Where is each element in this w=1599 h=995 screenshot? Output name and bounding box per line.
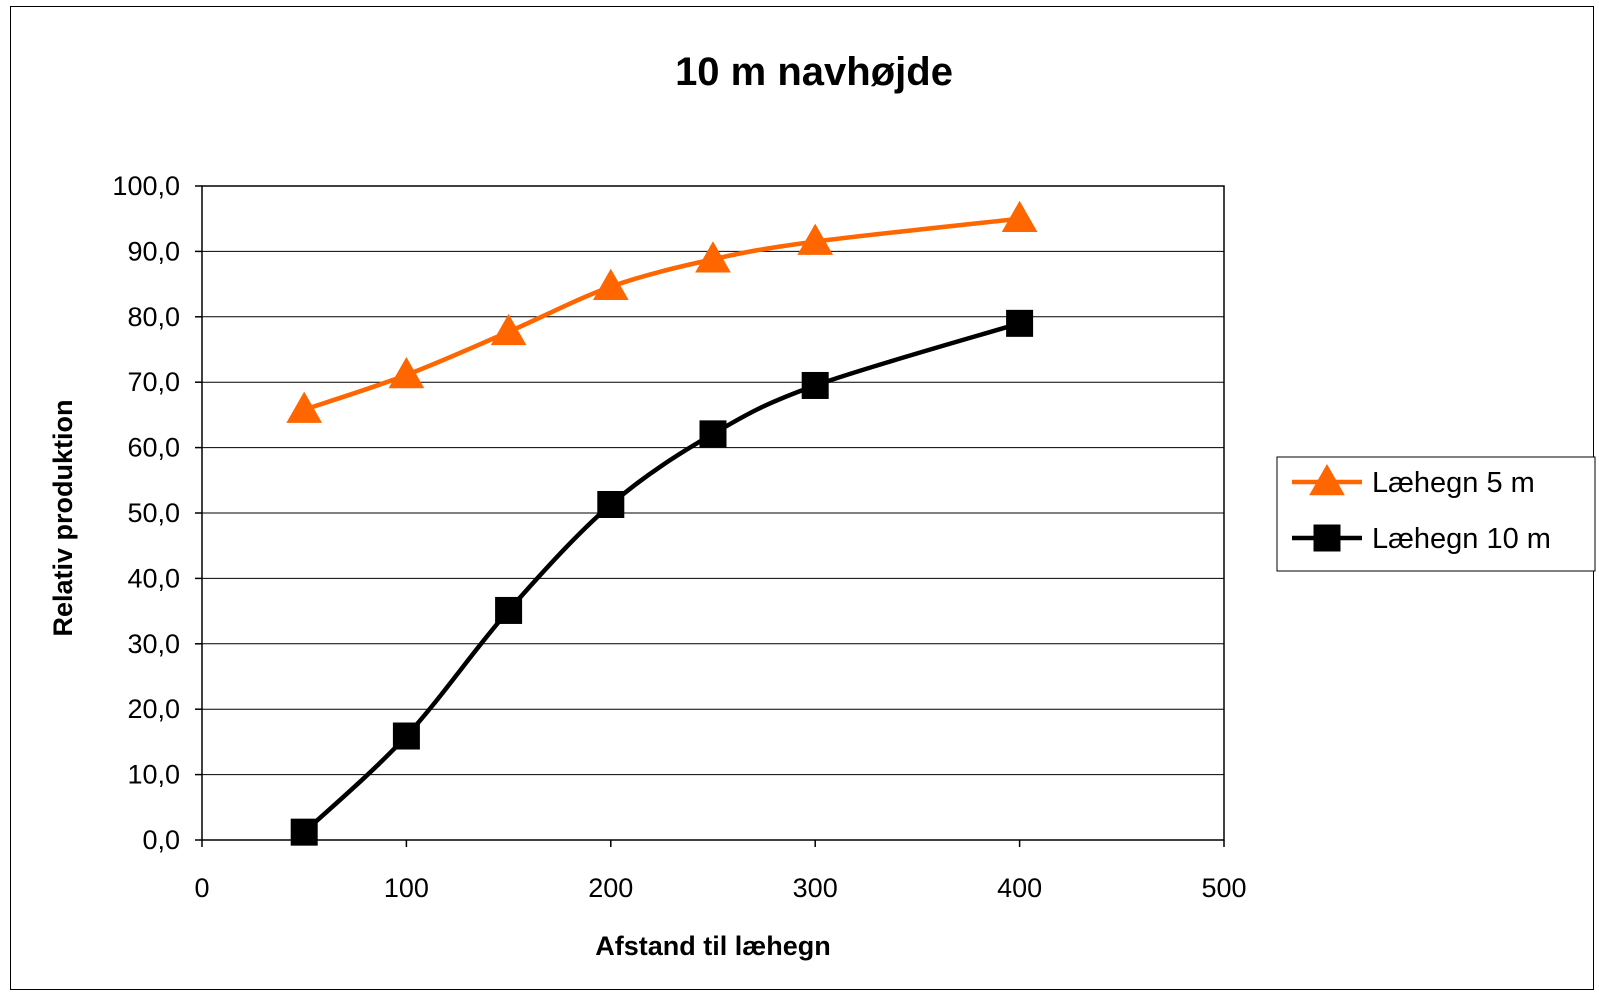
series-2 — [290, 309, 1034, 846]
x-tick-label: 300 — [793, 873, 838, 903]
x-tick-label: 0 — [194, 873, 209, 903]
legend-swatch-marker — [1309, 463, 1345, 496]
x-axis-ticks: 0 100 200 300 400 500 — [194, 840, 1247, 903]
data-point-marker — [699, 420, 727, 448]
y-tick-label: 30,0 — [127, 629, 180, 659]
data-point-marker — [286, 391, 323, 423]
data-point-marker — [592, 268, 629, 300]
chart-title: 10 m navhøjde — [675, 50, 953, 94]
legend-swatch-marker — [1313, 524, 1341, 552]
y-axis-ticks: 0,0 10,0 20,0 30,0 40,0 50,0 60,0 70,0 80,0 90,0 1… — [112, 171, 202, 855]
series-line — [302, 321, 1021, 834]
data-point-marker — [490, 313, 527, 346]
legend-label: Læhegn 5 m — [1372, 467, 1535, 499]
series-layer — [286, 200, 1038, 846]
x-tick-label: 500 — [1201, 873, 1246, 903]
y-axis-title: Relativ produktion — [48, 399, 78, 636]
y-tick-label: 70,0 — [127, 367, 180, 397]
y-tick-label: 60,0 — [127, 433, 180, 463]
legend-item: Læhegn 5 m — [1292, 463, 1535, 499]
x-tick-label: 400 — [997, 873, 1042, 903]
legend-item: Læhegn 10 m — [1292, 523, 1551, 555]
gridlines — [202, 250, 1224, 776]
series-1 — [286, 200, 1038, 423]
x-tick-label: 200 — [588, 873, 633, 903]
y-tick-label: 90,0 — [127, 236, 180, 266]
data-point-marker — [290, 818, 318, 846]
y-tick-label: 0,0 — [142, 825, 180, 855]
data-point-marker — [392, 722, 420, 750]
data-point-marker — [1001, 200, 1038, 232]
data-point-marker — [1006, 309, 1034, 337]
x-tick-label: 100 — [384, 873, 429, 903]
y-tick-label: 50,0 — [127, 498, 180, 528]
legend: Læhegn 5 m Læhegn 10 m — [1276, 456, 1596, 572]
data-point-marker — [695, 241, 731, 273]
y-tick-label: 100,0 — [112, 171, 180, 201]
y-tick-label: 20,0 — [127, 694, 180, 724]
y-tick-label: 10,0 — [127, 760, 180, 790]
legend-label: Læhegn 10 m — [1372, 523, 1551, 555]
data-point-marker — [388, 356, 425, 389]
data-point-marker — [495, 596, 523, 624]
y-tick-label: 40,0 — [127, 563, 180, 593]
y-tick-label: 80,0 — [127, 302, 180, 332]
data-point-marker — [597, 490, 625, 518]
data-point-marker — [797, 223, 834, 255]
data-point-marker — [801, 371, 829, 399]
x-axis-title: Afstand til læhegn — [595, 931, 831, 961]
